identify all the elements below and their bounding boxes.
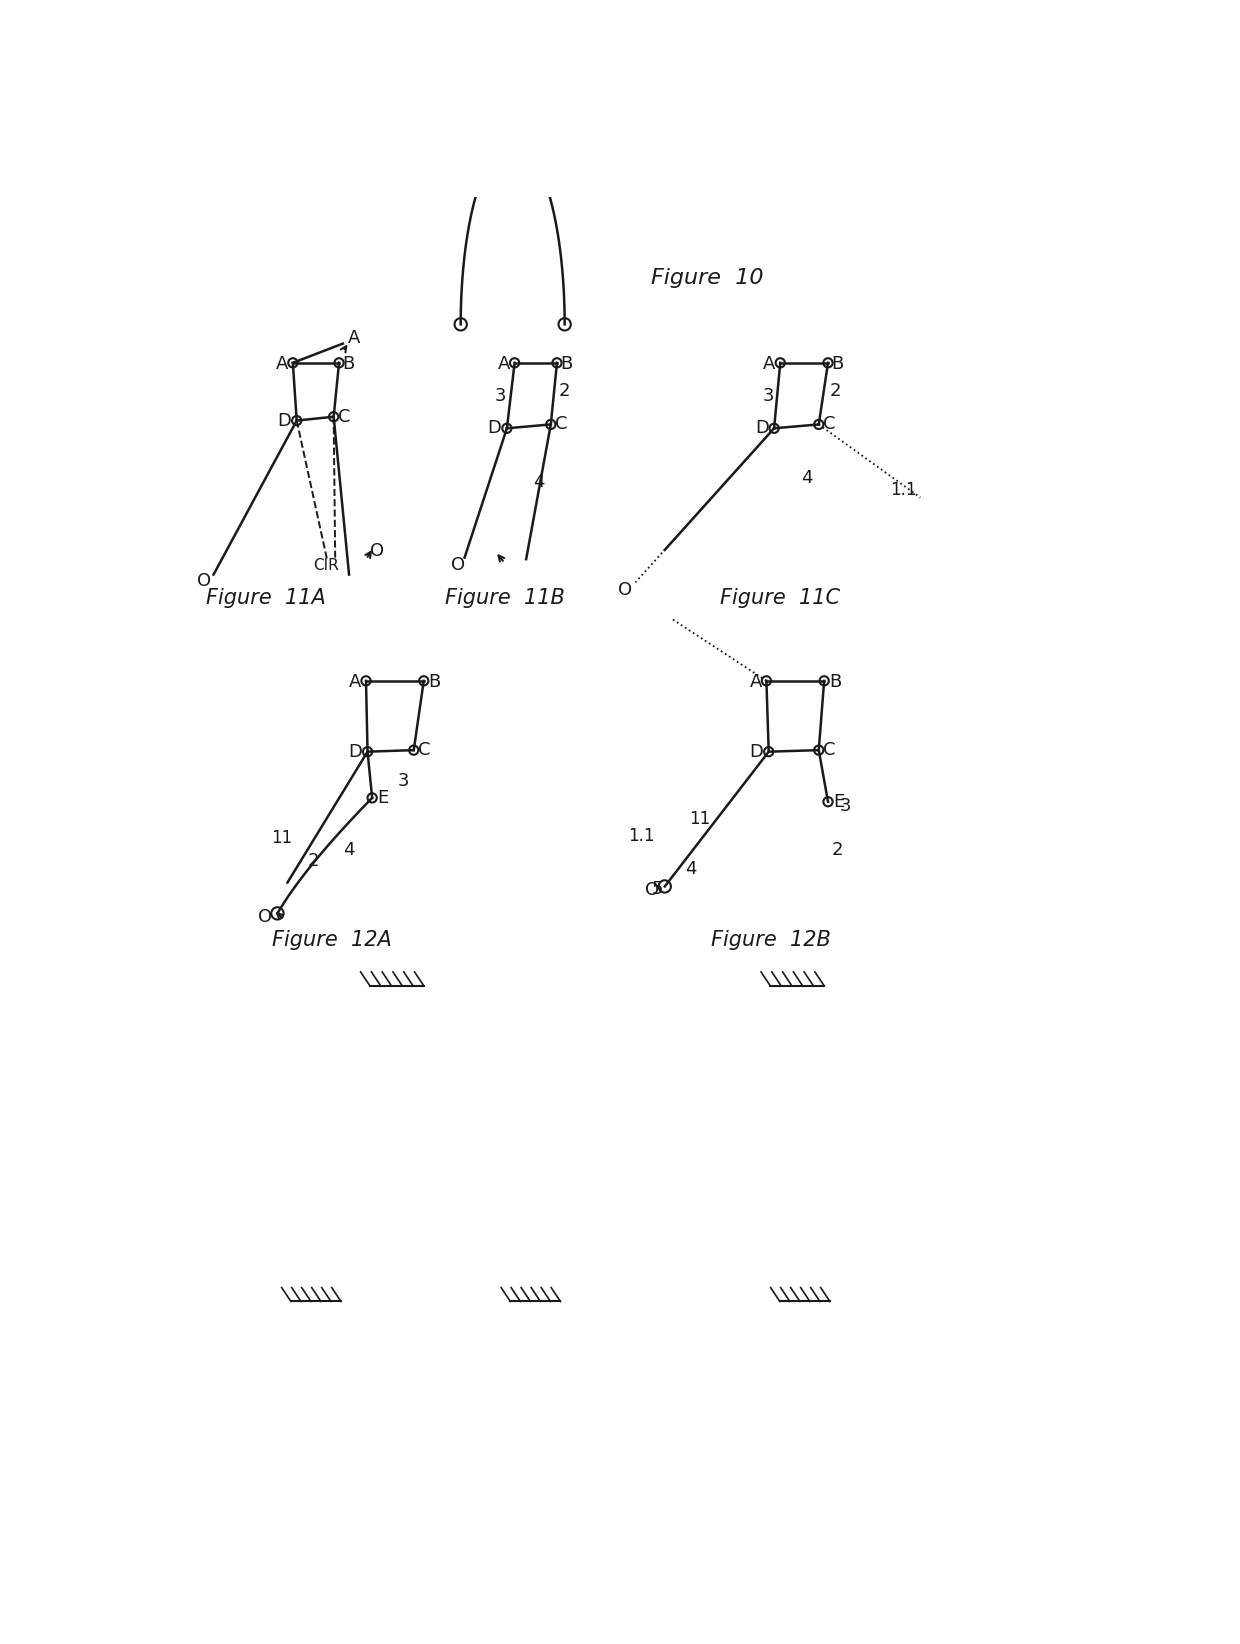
Text: B: B — [342, 355, 355, 373]
Text: A: A — [275, 355, 288, 373]
Text: D: D — [749, 743, 764, 761]
Text: D: D — [348, 743, 362, 761]
Text: A: A — [749, 674, 761, 692]
Text: C: C — [556, 416, 568, 434]
Text: 1.1: 1.1 — [629, 827, 655, 845]
Text: C: C — [418, 741, 430, 760]
Text: Figure  11A: Figure 11A — [206, 587, 326, 608]
Text: O: O — [619, 580, 632, 598]
Text: B: B — [560, 355, 573, 373]
Text: O: O — [258, 907, 273, 926]
Text: E: E — [833, 792, 844, 810]
Text: 2: 2 — [830, 383, 842, 401]
Text: 2: 2 — [832, 842, 843, 860]
Text: C: C — [823, 741, 836, 760]
Text: A: A — [348, 329, 361, 347]
Text: Figure  11C: Figure 11C — [720, 587, 841, 608]
Text: CIR: CIR — [312, 557, 339, 572]
Text: B: B — [828, 674, 841, 692]
Text: O: O — [371, 543, 384, 561]
Text: O: O — [645, 881, 660, 899]
Text: B: B — [428, 674, 440, 692]
Text: 3: 3 — [495, 386, 506, 404]
Text: A: A — [764, 355, 776, 373]
Text: 4: 4 — [686, 860, 697, 878]
Text: E: E — [377, 789, 388, 807]
Text: Figure  10: Figure 10 — [651, 268, 764, 288]
Text: A: A — [497, 355, 510, 373]
Text: Figure  11B: Figure 11B — [444, 587, 564, 608]
Text: Figure  12A: Figure 12A — [272, 931, 392, 950]
Text: 3: 3 — [839, 797, 851, 814]
Text: B: B — [831, 355, 843, 373]
Text: D: D — [487, 419, 501, 437]
Text: C: C — [823, 416, 836, 434]
Text: 4: 4 — [533, 473, 544, 492]
Text: A: A — [348, 674, 361, 692]
Text: 3: 3 — [763, 386, 775, 404]
Text: D: D — [278, 411, 291, 429]
Text: D: D — [755, 419, 769, 437]
Text: 5: 5 — [651, 880, 663, 898]
Text: 1.1: 1.1 — [890, 482, 916, 498]
Text: 2: 2 — [308, 852, 320, 870]
Text: Figure  12B: Figure 12B — [711, 931, 831, 950]
Text: 11: 11 — [688, 810, 711, 829]
Text: O: O — [197, 572, 211, 590]
Text: 4: 4 — [343, 842, 355, 860]
Text: 2: 2 — [559, 383, 570, 401]
Text: C: C — [339, 408, 351, 426]
Text: O: O — [451, 556, 465, 574]
Text: 3: 3 — [397, 773, 409, 789]
Text: 4: 4 — [801, 469, 813, 487]
Text: 11: 11 — [270, 829, 291, 847]
